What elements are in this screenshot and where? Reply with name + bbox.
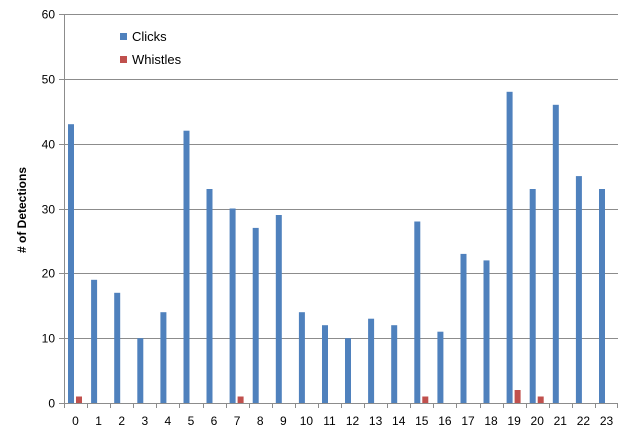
y-tick-label: 40 <box>42 138 56 152</box>
x-tick-label: 3 <box>141 414 148 428</box>
bar-clicks-18 <box>483 260 490 403</box>
legend-swatch-clicks <box>120 33 127 40</box>
x-tick-label: 13 <box>369 414 383 428</box>
bar-whistles-0 <box>76 396 82 403</box>
y-tick-labels: 0 10 20 30 40 50 60 <box>42 8 56 411</box>
bar-whistles-15 <box>422 396 429 403</box>
y-tick-label: 60 <box>42 8 56 22</box>
x-tick-label: 9 <box>280 414 287 428</box>
x-tick-label: 2 <box>118 414 125 428</box>
bar-clicks-1 <box>91 279 98 403</box>
x-tick-label: 10 <box>300 414 314 428</box>
x-tick-label: 19 <box>507 414 521 428</box>
bar-clicks-23 <box>599 189 605 403</box>
x-tick-label: 15 <box>415 414 429 428</box>
bar-clicks-19 <box>506 91 513 404</box>
x-tick-label: 4 <box>165 414 172 428</box>
y-tick-label: 0 <box>48 397 55 411</box>
bar-clicks-21 <box>552 104 559 404</box>
x-tick-label: 18 <box>484 414 498 428</box>
x-tick-label: 8 <box>257 414 264 428</box>
y-tick-label: 10 <box>42 332 56 346</box>
x-tick-label: 0 <box>72 414 79 428</box>
x-tick-labels: 0 1 2 3 4 5 6 7 8 9 10 11 12 13 14 15 16 17 18 19 20 21 22 23 <box>72 414 613 428</box>
bar-clicks-22 <box>575 176 582 403</box>
x-tick-label: 20 <box>531 414 545 428</box>
bar-clicks-7 <box>229 208 236 403</box>
x-tick-label: 12 <box>346 414 360 428</box>
y-tick-label: 50 <box>42 73 56 87</box>
bar-clicks-2 <box>114 292 121 403</box>
x-tick-label: 11 <box>323 414 336 428</box>
bar-clicks-3 <box>137 338 144 403</box>
legend-label-clicks: Clicks <box>132 29 167 44</box>
x-tick-label: 6 <box>211 414 218 428</box>
x-tick-label: 23 <box>600 414 614 428</box>
x-tick-label: 22 <box>577 414 591 428</box>
x-tick-label: 7 <box>234 414 241 428</box>
legend: Clicks Whistles <box>120 29 182 67</box>
bar-clicks-16 <box>437 331 444 403</box>
bar-clicks-17 <box>460 253 467 403</box>
bar-clicks-13 <box>368 318 375 403</box>
x-tick-label: 1 <box>95 414 102 428</box>
gridlines <box>64 14 618 339</box>
bar-clicks-9 <box>275 215 282 403</box>
bar-clicks-15 <box>414 221 421 403</box>
y-tick-label: 30 <box>42 203 56 217</box>
legend-swatch-whistles <box>120 56 127 63</box>
bar-whistles-19 <box>514 390 521 403</box>
x-tick-label: 21 <box>554 414 568 428</box>
bars <box>68 91 605 404</box>
x-tick-label: 16 <box>438 414 452 428</box>
y-tick-label: 20 <box>42 267 56 281</box>
bar-clicks-4 <box>160 312 167 403</box>
x-tick-label: 5 <box>188 414 195 428</box>
bar-clicks-6 <box>206 189 213 403</box>
y-axis-label: # of Detections <box>15 167 29 253</box>
x-tick-label: 17 <box>461 414 475 428</box>
bar-clicks-12 <box>345 338 351 403</box>
bar-clicks-20 <box>529 189 536 403</box>
axes <box>59 14 618 408</box>
legend-label-whistles: Whistles <box>132 52 182 67</box>
bar-clicks-5 <box>183 130 190 403</box>
bar-clicks-14 <box>391 325 398 403</box>
bar-clicks-0 <box>68 124 74 403</box>
bar-clicks-11 <box>322 325 328 403</box>
bar-whistles-7 <box>237 396 244 403</box>
bar-whistles-20 <box>537 396 544 403</box>
bar-clicks-10 <box>298 312 305 403</box>
x-tick-label: 14 <box>392 414 406 428</box>
bar-clicks-8 <box>252 227 259 403</box>
